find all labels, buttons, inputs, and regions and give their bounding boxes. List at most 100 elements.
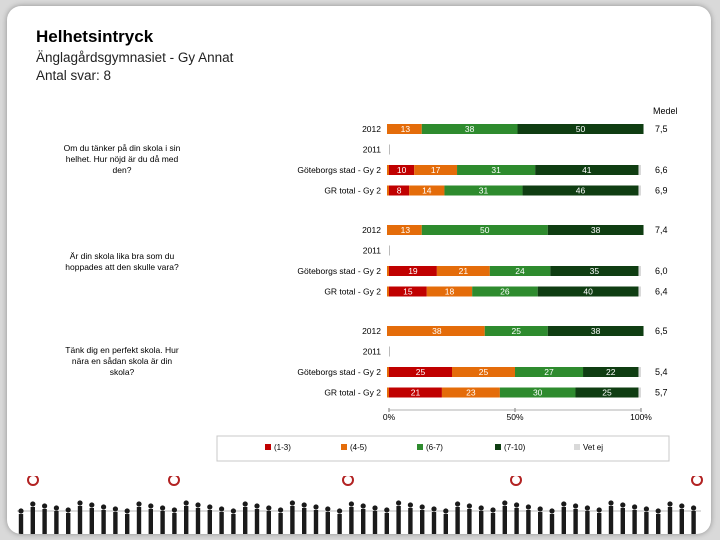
bar-value-label: 38 [465,124,475,134]
row-label: 2012 [362,225,381,235]
legend-label: (1-3) [274,443,291,452]
bar-value-label: 25 [512,326,522,336]
person-silhouette [42,503,48,534]
bar-value-label: 22 [606,367,616,377]
person-silhouette [573,503,579,534]
question-text: Är din skola lika bra som du hoppades att… [65,251,179,272]
legend-swatch [574,444,580,450]
bar-segment [638,387,641,398]
person-silhouette [655,508,661,534]
person-silhouette [219,506,225,534]
bar-start-cap [387,165,389,175]
bar-segment [638,367,641,377]
bar-segment [489,266,551,276]
medel-value: 5,4 [655,367,668,377]
bar-start-cap [387,286,389,297]
bar-segment [421,225,548,235]
bar-value-label: 26 [500,287,510,297]
bar-start-cap [387,387,389,398]
target-icon [342,476,354,486]
person-silhouette [407,502,413,534]
person-silhouette [608,500,614,534]
question-text-line: hoppades att den skulle vara? [65,262,179,272]
question-text-line: helhet. Hur nöjd är du då med [66,154,179,164]
bar-segment [389,124,422,134]
bar-segment [472,286,538,297]
bar-value-label: 15 [403,287,413,297]
bar-segment [535,165,639,175]
empty-bar-marker [389,144,390,155]
bar-value-label: 31 [479,186,489,196]
bar-segment [389,286,427,297]
person-silhouette [337,508,343,534]
legend-label: (7-10) [504,443,526,452]
bar-segment [421,124,518,134]
bar-value-label: 8 [397,186,402,196]
person-silhouette [455,501,461,534]
target-icon [27,476,39,486]
row-label: GR total - Gy 2 [324,388,381,398]
bar-value-label: 14 [422,186,432,196]
bar-segment [436,266,490,276]
bar-value-label: 38 [591,225,601,235]
medel-value: 5,7 [655,388,668,398]
bar-segment [583,367,639,377]
question-text-line: den? [113,165,132,175]
bar-value-label: 50 [480,225,490,235]
medel-value: 7,4 [655,225,668,235]
bar-segment [515,367,584,377]
person-silhouette [537,506,543,534]
person-silhouette [278,507,284,534]
target-icon [168,476,180,486]
bar-segment [426,286,473,297]
person-silhouette [101,504,107,534]
person-silhouette [691,505,697,534]
row-label: 2011 [363,246,382,256]
question-text-line: nära en sådan skola är din [72,356,172,366]
bar-segment [484,326,548,336]
bar-segment [457,165,536,175]
school-name: Änglagårdsgymnasiet - Gy Annat [36,50,234,65]
bar-value-label: 46 [576,186,586,196]
row-label: Göteborgs stad - Gy 2 [297,266,381,276]
bar-value-label: 18 [445,287,455,297]
question-text: Tänk dig en perfekt skola. Hur nära en så… [65,345,179,377]
row-label: GR total - Gy 2 [324,186,381,196]
bar-segment [414,165,458,175]
bar-start-cap [387,326,389,336]
footer-crowd-decoration [17,476,703,534]
person-silhouette [325,506,331,534]
person-silhouette [112,506,118,534]
bar-value-label: 21 [411,388,421,398]
bar-segment [638,185,641,196]
question-text-line: Tänk dig en perfekt skola. Hur [65,345,179,355]
person-silhouette [160,505,166,534]
legend-box [216,435,670,462]
bar-segment [638,286,641,297]
person-silhouette [65,507,71,534]
row-label: GR total - Gy 2 [324,287,381,297]
person-silhouette [525,504,532,534]
person-silhouette [148,503,154,534]
bar-value-label: 10 [397,165,407,175]
medel-value: 6,4 [655,287,668,297]
person-silhouette [136,501,142,534]
person-silhouette [431,506,437,534]
person-silhouette [478,505,484,534]
bar-segment [389,165,415,175]
person-silhouette [549,508,555,534]
question-text-line: Är din skola lika bra som du [70,251,175,261]
medel-value: 6,0 [655,266,668,276]
bar-value-label: 30 [533,388,543,398]
bar-segment [638,266,641,276]
person-silhouette [443,508,449,534]
person-silhouette [30,501,36,534]
person-silhouette [89,502,95,534]
bar-value-label: 21 [459,266,469,276]
person-silhouette [632,504,638,534]
target-icon [510,476,522,486]
person-silhouette [620,502,626,534]
person-silhouette [360,503,366,534]
legend-swatch [341,444,347,450]
person-silhouette [384,507,390,534]
